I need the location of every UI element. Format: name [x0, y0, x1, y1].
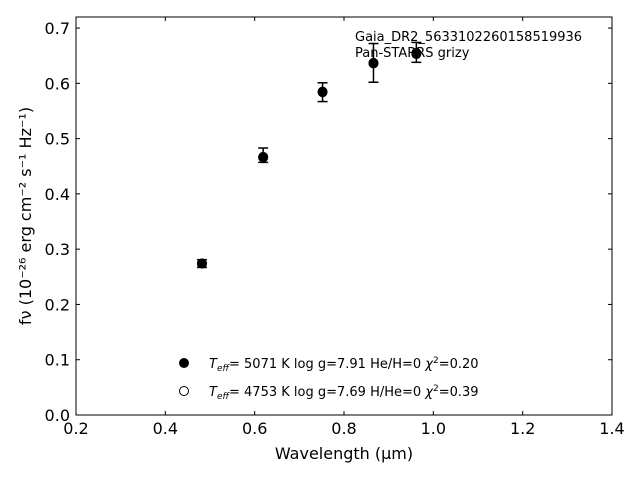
legend-label: Teff= 4753 K log g=7.69 H/He=0 χ2=0.39 [209, 384, 479, 402]
x-axis-label: Wavelength (μm) [275, 444, 413, 463]
y-axis-ticks: 0.0 0.1 0.2 0.3 0.4 0.5 0.6 0.7 [45, 19, 612, 425]
x-axis-ticks: 0.2 0.4 0.6 0.8 1.0 1.2 1.4 [63, 17, 625, 438]
y-tick-label: 0.1 [45, 351, 70, 370]
y-tick-label: 0.6 [45, 74, 70, 93]
model-point-open [368, 57, 379, 68]
x-tick-label: 0.2 [63, 419, 88, 438]
y-axis-label: fν (10⁻²⁶ erg cm⁻² s⁻¹ Hz⁻¹) [16, 107, 35, 325]
y-tick-label: 0.7 [45, 19, 70, 38]
data-marks [196, 41, 422, 269]
x-tick-label: 0.6 [242, 419, 267, 438]
legend: Teff= 5071 K log g=7.91 He/H=0 χ2=0.20 Te… [179, 356, 479, 402]
y-tick-label: 0.4 [45, 185, 70, 204]
x-tick-label: 1.4 [599, 419, 624, 438]
model-point-open [196, 258, 207, 269]
x-tick-label: 0.4 [153, 419, 178, 438]
annotation-line-1: Gaia_DR2_5633102260158519936 [355, 30, 582, 45]
y-tick-label: 0.0 [45, 406, 70, 425]
x-tick-label: 1.0 [421, 419, 446, 438]
legend-label: Teff= 5071 K log g=7.91 He/H=0 χ2=0.20 [209, 356, 479, 374]
y-tick-label: 0.2 [45, 295, 70, 314]
y-tick-label: 0.3 [45, 240, 70, 259]
legend-marker [179, 358, 189, 368]
plot-area [75, 16, 613, 416]
annotation-line-2: Pan-STARRS grizy [355, 46, 470, 61]
x-tick-label: 1.2 [510, 419, 535, 438]
x-tick-label: 0.8 [331, 419, 356, 438]
y-tick-label: 0.5 [45, 130, 70, 149]
model-point-open [258, 151, 269, 162]
model-point-open [411, 47, 422, 58]
legend-marker [179, 386, 189, 396]
model-point-open [317, 86, 328, 97]
